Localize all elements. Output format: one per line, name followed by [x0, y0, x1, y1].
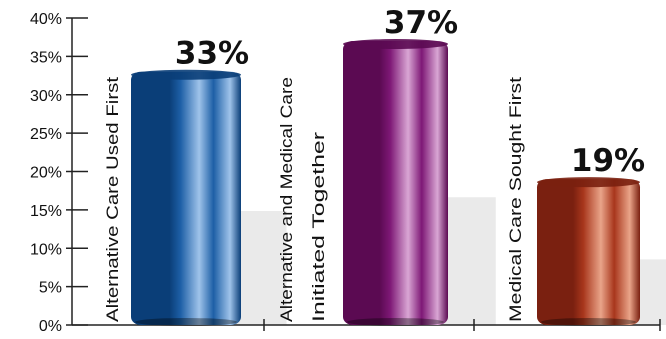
category-label: Alternative and Medical Care [277, 77, 296, 322]
bar-base [541, 318, 636, 326]
y-tick-label: 35% [30, 49, 62, 66]
bar-cap [537, 177, 640, 188]
y-tick-label: 40% [30, 11, 62, 28]
y-tick-label: 10% [30, 241, 62, 258]
y-tick-label: 15% [30, 203, 62, 220]
bar-body [343, 41, 448, 326]
y-tick-label: 5% [39, 280, 62, 297]
bar-cap [343, 39, 448, 50]
value-label: 37% [384, 5, 458, 41]
value-label: 33% [175, 36, 249, 72]
bars [131, 39, 640, 326]
category-label: Initiated Together [309, 132, 328, 322]
category-label: Medical Care Sought First [506, 77, 525, 322]
category-label: Alternative Care Used First [103, 77, 122, 322]
value-labels: 33% 37% 19% [175, 5, 645, 179]
y-tick-label: 0% [39, 318, 62, 335]
y-tick-label: 30% [30, 88, 62, 105]
bar [537, 177, 640, 326]
bar-cap [131, 69, 241, 80]
bar-body [131, 71, 241, 325]
y-tick-label: 20% [30, 165, 62, 182]
category-labels: Alternative Care Used First Alternative a… [103, 77, 525, 322]
bar-base [347, 318, 444, 326]
value-label: 19% [571, 143, 645, 179]
bar-base [135, 318, 237, 326]
bar [343, 39, 448, 326]
y-axis: 0% 5% 10% 15% 20% 25% 30% 35% 40% [30, 11, 88, 335]
bar [131, 69, 241, 326]
y-tick-label: 25% [30, 126, 62, 143]
bar-body [537, 179, 640, 325]
